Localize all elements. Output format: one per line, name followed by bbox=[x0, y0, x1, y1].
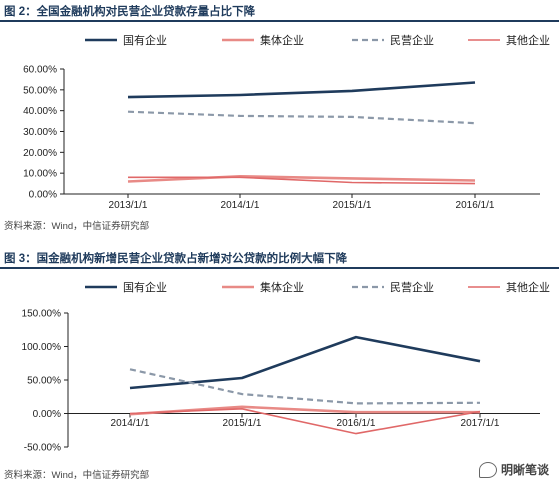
series-line-3 bbox=[127, 110, 476, 125]
y-tick-label: -50.00% bbox=[24, 443, 61, 454]
x-tick-label: 2017/1/1 bbox=[461, 418, 500, 429]
series-line-1 bbox=[129, 335, 481, 390]
y-tick-label: 150.00% bbox=[22, 309, 62, 320]
legend-label: 民营企业 bbox=[390, 33, 434, 47]
chart1: 0.00% 10.00% 20.00% 30.00% 40.00% 50.00% 60.00… bbox=[23, 33, 550, 211]
figure2-title-rule bbox=[0, 267, 559, 269]
legend-label: 集体企业 bbox=[260, 280, 304, 294]
series-line-4 bbox=[129, 408, 481, 435]
y-tick-label: 50.00% bbox=[27, 376, 61, 387]
legend-label: 其他企业 bbox=[506, 280, 550, 294]
x-tick-label: 2013/1/1 bbox=[109, 200, 148, 211]
y-tick-label: 0.00% bbox=[33, 409, 61, 420]
chart2: -50.00% 0.00% 50.00% 100.00% 150.00% 2014/1/1… bbox=[22, 280, 550, 454]
figure1-title-rule bbox=[0, 20, 559, 22]
series-line-3 bbox=[129, 368, 481, 405]
y-tick-label: 10.00% bbox=[23, 169, 57, 180]
figure2-source: 资料来源：Wind，中信证券研究部 bbox=[4, 470, 150, 481]
y-tick-label: 100.00% bbox=[22, 342, 62, 353]
legend-label: 其他企业 bbox=[506, 33, 550, 47]
figure1-title: 图 2：全国金融机构对民营企业贷款存量占比下降 bbox=[4, 6, 256, 18]
x-tick-label: 2016/1/1 bbox=[337, 418, 376, 429]
legend-label: 民营企业 bbox=[390, 280, 434, 294]
figure1-source: 资料来源：Wind，中信证券研究部 bbox=[4, 221, 150, 232]
x-tick-label: 2016/1/1 bbox=[456, 200, 495, 211]
x-tick-label: 2014/1/1 bbox=[111, 418, 150, 429]
y-tick-label: 30.00% bbox=[23, 127, 57, 138]
y-tick-label: 20.00% bbox=[23, 148, 57, 159]
watermark-text: 明晰笔谈 bbox=[500, 463, 549, 477]
series-line-1 bbox=[127, 81, 476, 99]
y-tick-label: 50.00% bbox=[23, 85, 57, 96]
x-tick-label: 2014/1/1 bbox=[221, 200, 260, 211]
y-tick-label: 0.00% bbox=[29, 190, 57, 201]
legend-label: 国有企业 bbox=[123, 33, 167, 47]
legend-label: 国有企业 bbox=[123, 280, 167, 294]
x-tick-label: 2015/1/1 bbox=[333, 200, 372, 211]
series-line-2 bbox=[127, 175, 476, 183]
y-tick-label: 60.00% bbox=[23, 65, 57, 76]
y-tick-label: 40.00% bbox=[23, 106, 57, 117]
watermark: 明晰笔谈 bbox=[478, 461, 549, 478]
figure2-title: 图 3：国金融机构新增民营企业贷款占新增对公贷款的比例大幅下降 bbox=[4, 253, 348, 265]
chat-bubble-icon bbox=[478, 461, 497, 478]
legend-label: 集体企业 bbox=[260, 33, 304, 47]
series-line-4 bbox=[128, 176, 476, 185]
x-tick-label: 2015/1/1 bbox=[223, 418, 262, 429]
